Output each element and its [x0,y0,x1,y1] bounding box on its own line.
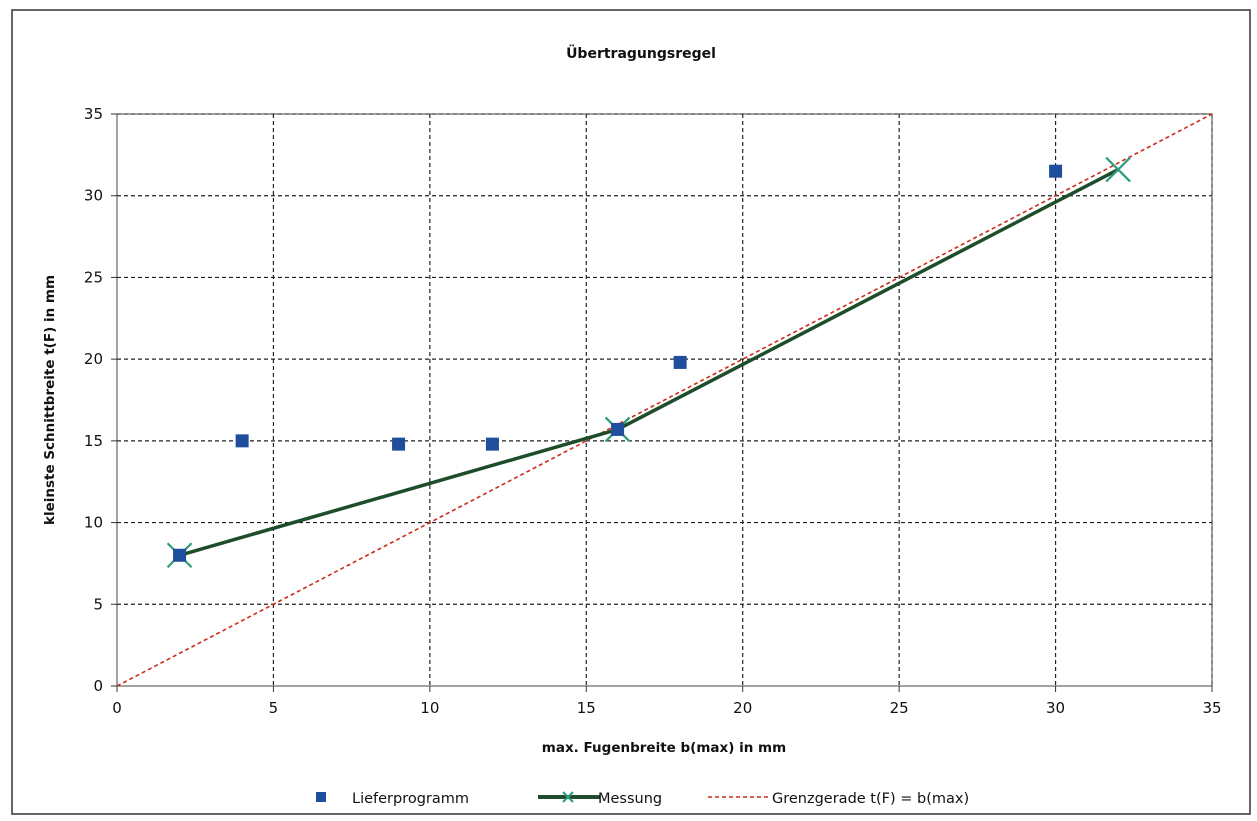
legend-marker-messung [562,791,574,803]
y-tick-label: 10 [84,514,103,532]
chart-title: Übertragungsregel [566,44,716,62]
y-axis-label: kleinste Schnittbreite t(F) in mm [42,275,58,525]
y-tick-label: 25 [84,268,103,286]
legend-label-lieferprogramm: Lieferprogramm [352,791,469,807]
lieferprogramm-point [485,437,499,451]
y-tick-label: 30 [84,187,103,205]
y-tick-label: 20 [84,350,103,368]
messung-point [1105,156,1131,183]
legend-label-messung: Messung [598,791,662,807]
lieferprogramm-point [611,422,625,436]
x-tick-label: 15 [577,699,596,717]
legend-marker-lieferprogramm [316,792,326,802]
x-tick-label: 5 [269,699,279,717]
x-axis-ticks: 0 5 10 15 20 25 30 35 [112,686,1222,717]
legend: Lieferprogramm Messung Grenzgerade t(F) … [316,791,969,807]
lieferprogramm-point [235,434,249,448]
x-tick-label: 25 [890,699,909,717]
plot-area [116,113,1213,687]
series-line-grenzgerade [116,113,1213,687]
y-tick-label: 35 [84,105,103,123]
y-tick-label: 15 [84,432,103,450]
x-tick-label: 35 [1202,699,1221,717]
x-tick-label: 0 [112,699,122,717]
x-tick-label: 10 [420,699,439,717]
series [116,113,1213,687]
lieferprogramm-point [392,437,406,451]
x-axis-label: max. Fugenbreite b(max) in mm [542,740,786,756]
lieferprogramm-point [673,355,687,369]
lieferprogramm-point [1049,164,1063,178]
y-tick-label: 5 [93,595,103,613]
y-axis-ticks: 0 5 10 15 20 25 30 35 [84,105,117,695]
y-tick-label: 0 [93,677,103,695]
chart-frame [11,9,1251,815]
lieferprogramm-point [173,548,187,562]
x-tick-label: 20 [733,699,752,717]
legend-label-grenzgerade: Grenzgerade t(F) = b(max) [772,791,969,807]
x-tick-label: 30 [1046,699,1065,717]
